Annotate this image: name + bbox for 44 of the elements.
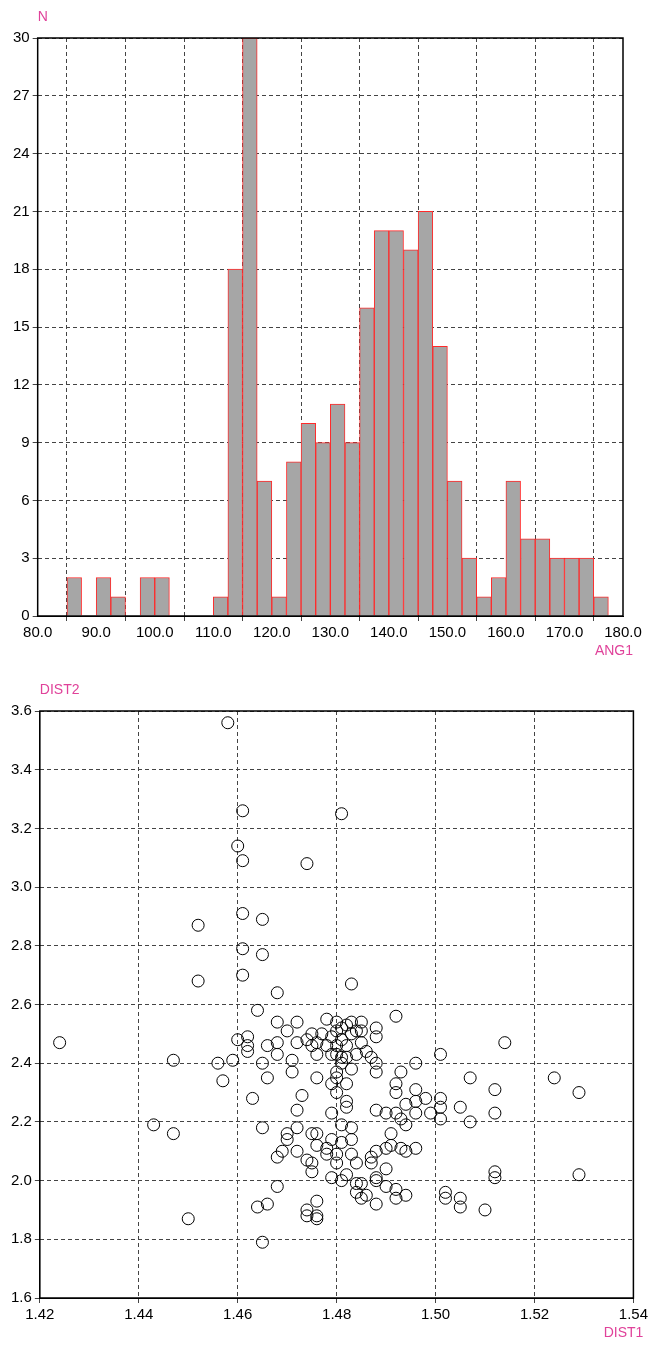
y-tick-label: 2.8 [10, 935, 32, 953]
y-tick-label: 18 [13, 259, 30, 277]
y-tick-label: 3 [21, 548, 30, 566]
x-tick-label: 180.0 [604, 623, 642, 641]
x-tick-label: 150.0 [428, 623, 467, 641]
x-tick-label: 160.0 [487, 623, 525, 641]
y-tick-label: 1.8 [10, 1229, 32, 1247]
x-tick-label: 1.50 [420, 1305, 451, 1323]
y-axis-title: N [37, 7, 48, 24]
y-tick-label: 12 [13, 374, 30, 392]
y-tick-label: 1.6 [10, 1288, 32, 1306]
y-tick-label: 2.0 [10, 1170, 32, 1188]
x-axis-title: ANG1 [594, 641, 634, 658]
y-tick-label: 3.2 [10, 818, 32, 836]
y-tick-label: 0 [21, 606, 30, 624]
x-tick-label: 140.0 [370, 623, 408, 641]
x-tick-label: 170.0 [545, 623, 584, 641]
y-tick-label: 27 [13, 85, 30, 103]
y-tick-label: 30 [13, 28, 30, 46]
y-tick-label: 3.0 [10, 877, 32, 895]
x-tick-label: 1.44 [124, 1305, 154, 1323]
x-tick-label: 1.42 [25, 1305, 55, 1323]
y-tick-label: 2.4 [10, 1053, 32, 1071]
y-tick-label: 9 [21, 432, 30, 450]
y-tick-label: 21 [13, 201, 30, 219]
x-tick-label: 80.0 [23, 623, 53, 641]
y-axis-title: DIST2 [39, 680, 80, 697]
x-tick-label: 90.0 [81, 623, 111, 641]
y-tick-label: 2.6 [10, 994, 32, 1012]
x-tick-label: 120.0 [253, 623, 291, 641]
x-tick-label: 1.52 [519, 1305, 550, 1323]
y-tick-label: 6 [21, 490, 30, 508]
x-tick-label: 1.48 [322, 1305, 352, 1323]
x-tick-label: 1.54 [618, 1305, 648, 1323]
y-tick-label: 2.2 [10, 1112, 32, 1130]
x-tick-label: 130.0 [311, 623, 350, 641]
y-tick-label: 3.6 [10, 701, 32, 719]
x-tick-label: 110.0 [195, 623, 232, 641]
x-axis-title: DIST1 [603, 1323, 644, 1340]
x-tick-label: 100.0 [135, 623, 174, 641]
y-tick-label: 24 [13, 143, 30, 161]
y-tick-label: 3.4 [10, 759, 32, 777]
x-tick-label: 1.46 [223, 1305, 253, 1323]
y-tick-label: 15 [13, 317, 30, 335]
